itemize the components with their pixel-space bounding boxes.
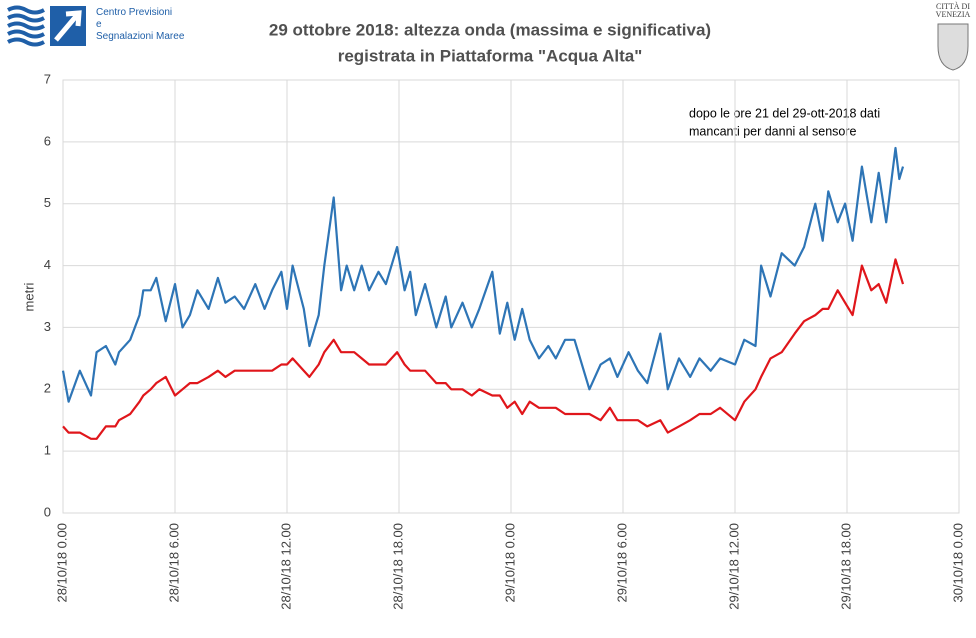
y-tick-label: 2 bbox=[44, 381, 51, 396]
y-tick-label: 6 bbox=[44, 133, 51, 148]
y-tick-label: 3 bbox=[44, 319, 51, 334]
x-tick-label: 28/10/18 12.00 bbox=[278, 523, 293, 610]
data-line bbox=[61, 146, 905, 403]
x-tick-label: 29/10/18 0.00 bbox=[502, 523, 517, 603]
y-tick-label: 0 bbox=[44, 504, 51, 519]
x-tick-label: 29/10/18 12.00 bbox=[726, 523, 741, 610]
x-tick-label: 28/10/18 0.00 bbox=[54, 523, 69, 603]
x-tick-label: 29/10/18 18.00 bbox=[838, 523, 853, 610]
x-tick-label: 29/10/18 6.00 bbox=[614, 523, 629, 603]
logo-text: Segnalazioni Maree bbox=[96, 31, 185, 42]
y-tick-label: 1 bbox=[44, 443, 51, 458]
y-tick-label: 5 bbox=[44, 195, 51, 210]
x-tick-label: 30/10/18 0.00 bbox=[950, 523, 965, 603]
logo-text: e bbox=[96, 19, 102, 30]
x-tick-label: 28/10/18 18.00 bbox=[390, 523, 405, 610]
city-text: CITTÀ DI bbox=[936, 1, 970, 11]
city-crest bbox=[937, 23, 969, 71]
logo-text: Centro Previsioni bbox=[96, 7, 172, 18]
annotation: mancanti per danni al sensore bbox=[689, 124, 857, 138]
plot-border bbox=[62, 79, 960, 514]
y-tick-label: 4 bbox=[44, 257, 51, 272]
y-tick-label: 7 bbox=[44, 71, 51, 86]
logo-icon bbox=[7, 5, 86, 47]
data-line bbox=[62, 258, 905, 440]
chart-title: registrata in Piattaforma "Acqua Alta" bbox=[338, 46, 643, 65]
chart-title: 29 ottobre 2018: altezza onda (massima e… bbox=[269, 20, 711, 39]
y-axis-label: metri bbox=[21, 282, 36, 311]
x-tick-label: 28/10/18 6.00 bbox=[166, 523, 181, 603]
annotation: dopo le ore 21 del 29-ott-2018 dati bbox=[689, 106, 880, 120]
city-text: VENEZIA bbox=[936, 10, 971, 19]
